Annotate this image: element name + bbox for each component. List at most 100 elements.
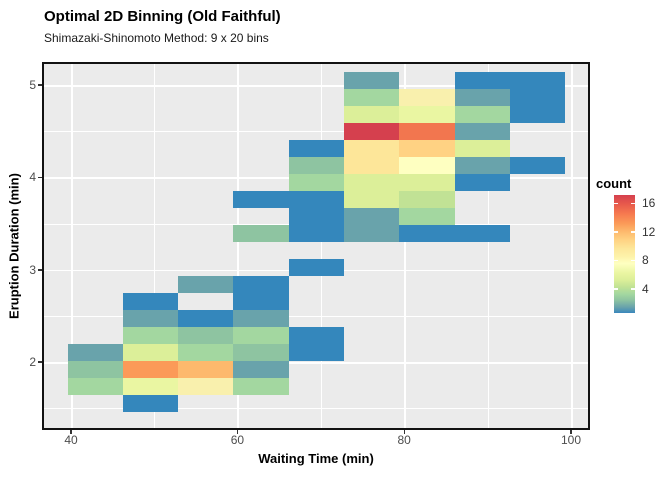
y-tick-mark — [38, 361, 42, 363]
heatmap-tile — [178, 378, 234, 396]
heatmap-tile — [288, 225, 344, 243]
x-tick-mark — [403, 430, 405, 434]
gridline-major — [571, 64, 573, 428]
heatmap-tile — [233, 310, 289, 328]
gridline-minor — [44, 131, 588, 132]
heatmap-tile — [122, 327, 179, 345]
y-axis-title: Eruption Duration (min) — [6, 173, 22, 319]
legend-title: count — [596, 176, 632, 191]
heatmap-tile — [178, 276, 234, 294]
heatmap-tile — [399, 157, 455, 175]
heatmap-tile — [454, 174, 510, 192]
heatmap-tile — [288, 259, 344, 277]
heatmap-tile — [454, 72, 510, 90]
gridline-minor — [487, 64, 489, 428]
x-tick-label: 60 — [230, 433, 245, 447]
chart-title: Optimal 2D Binning (Old Faithful) — [44, 8, 281, 25]
x-tick-mark — [236, 430, 239, 434]
heatmap-tile — [399, 106, 455, 124]
legend-tick-mark — [614, 231, 618, 233]
y-tick-label: 2 — [29, 355, 36, 369]
heatmap-tile — [288, 174, 344, 192]
chart-subtitle: Shimazaki-Shinomoto Method: 9 x 20 bins — [44, 31, 269, 45]
heatmap-tile — [67, 344, 123, 362]
x-tick-label: 80 — [397, 433, 411, 447]
heatmap-tile — [344, 208, 400, 226]
heatmap-tile — [344, 106, 400, 124]
y-tick-mark — [38, 84, 42, 86]
heatmap-tile — [344, 89, 400, 107]
gridline-minor — [320, 64, 322, 428]
heatmap-tile — [233, 276, 289, 294]
x-tick-label: 100 — [560, 433, 582, 447]
heatmap-tile — [454, 123, 510, 141]
heatmap-tile — [233, 225, 289, 243]
heatmap-tile — [344, 225, 400, 243]
heatmap-tile — [122, 395, 179, 413]
heatmap-tile — [178, 344, 234, 362]
heatmap-tile — [122, 310, 179, 328]
y-tick-mark — [38, 176, 42, 179]
heatmap-tile — [399, 208, 455, 226]
heatmap-tile — [67, 378, 123, 396]
heatmap-tile — [178, 327, 234, 345]
legend-tick-mark — [631, 231, 635, 233]
heatmap-tile — [454, 106, 510, 124]
heatmap-tile — [233, 293, 289, 311]
legend-tick-label: 16 — [642, 196, 656, 210]
heatmap-tile — [233, 327, 289, 345]
legend-tick-mark — [631, 259, 635, 261]
heatmap-tile — [178, 310, 234, 328]
heatmap-tile — [122, 378, 179, 396]
legend-tick-mark — [614, 288, 618, 290]
legend-tick-mark — [631, 288, 635, 290]
heatmap-tile — [288, 344, 344, 362]
heatmap-tile — [344, 72, 400, 90]
gridline-major — [44, 362, 588, 364]
legend-tick-label: 4 — [642, 281, 649, 296]
gridline-major — [71, 64, 73, 428]
heatmap-tile — [454, 140, 510, 158]
heatmap-tile — [344, 123, 400, 141]
heatmap-tile — [344, 174, 400, 192]
legend-tick-label: 8 — [642, 253, 649, 267]
y-tick-label: 3 — [29, 262, 36, 277]
heatmap-tile — [233, 191, 289, 209]
legend-tick-mark — [614, 202, 618, 204]
heatmap-tile — [344, 140, 400, 158]
heatmap-tile — [399, 123, 455, 141]
heatmap-tile — [344, 191, 400, 209]
y-tick-mark — [38, 269, 42, 271]
gridline-minor — [154, 64, 155, 428]
heatmap-tile — [399, 225, 455, 243]
heatmap-tile — [454, 157, 510, 175]
gridline-minor — [44, 315, 588, 317]
x-tick-label: 40 — [64, 433, 78, 447]
heatmap-tile — [509, 106, 566, 124]
heatmap-tile — [122, 293, 179, 311]
heatmap-tile — [122, 361, 179, 379]
heatmap-tile — [454, 225, 510, 243]
gridline-minor — [44, 408, 588, 409]
heatmap-tile — [509, 89, 566, 107]
heatmap-tile — [288, 157, 344, 175]
heatmap-tile — [399, 89, 455, 107]
gridline-major — [404, 64, 406, 428]
heatmap-tile — [454, 89, 510, 107]
legend-tick-label: 12 — [642, 224, 656, 239]
x-tick-mark — [70, 430, 72, 434]
plot-panel — [44, 64, 588, 428]
heatmap-tile — [399, 140, 455, 158]
heatmap-tile — [233, 344, 289, 362]
y-tick-label: 4 — [29, 170, 36, 185]
x-axis-title: Waiting Time (min) — [258, 451, 374, 466]
heatmap-tile — [288, 191, 344, 209]
gridline-major — [44, 85, 588, 87]
legend-tick-mark — [631, 202, 635, 204]
heatmap-tile — [233, 378, 289, 396]
heatmap-tile — [399, 191, 455, 209]
x-tick-mark — [570, 430, 572, 434]
heatmap-tile — [399, 174, 455, 192]
heatmap-tile — [122, 344, 179, 362]
